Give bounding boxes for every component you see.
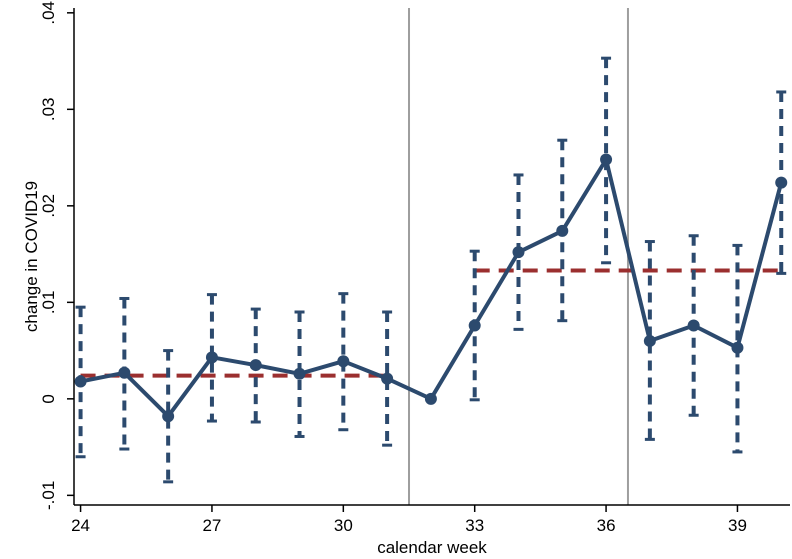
data-point-week-27 xyxy=(205,351,218,364)
y-axis-title: change in COVID19 xyxy=(22,181,41,332)
data-point-week-35 xyxy=(556,224,569,237)
data-point-week-37 xyxy=(643,334,656,347)
y-tick-label-3: .02 xyxy=(39,194,58,218)
x-tick-label-24: 24 xyxy=(71,516,90,535)
data-point-week-36 xyxy=(600,153,613,166)
data-point-week-40 xyxy=(775,176,788,189)
data-point-week-24 xyxy=(74,375,87,388)
x-tick-label-39: 39 xyxy=(728,516,747,535)
data-point-week-33 xyxy=(468,319,481,332)
x-tick-label-30: 30 xyxy=(334,516,353,535)
y-tick-label-0: -.01 xyxy=(39,481,58,510)
data-point-week-38 xyxy=(687,319,700,332)
x-tick-label-36: 36 xyxy=(597,516,616,535)
data-point-week-30 xyxy=(337,355,350,368)
y-tick-label-1: 0 xyxy=(39,394,58,403)
data-point-week-31 xyxy=(381,372,394,385)
y-tick-label-4: .03 xyxy=(39,98,58,122)
y-tick-label-5: .04 xyxy=(39,1,58,25)
reference-lines xyxy=(80,268,782,378)
x-axis-title: calendar week xyxy=(377,538,487,557)
data-point-week-32 xyxy=(424,392,437,405)
data-point-week-34 xyxy=(512,246,525,259)
axes: 24 27 30 33 36 39 -.01 0 .01 .02 .03 .04 xyxy=(39,1,790,535)
data-point-week-26 xyxy=(162,410,175,423)
data-point-week-29 xyxy=(293,367,306,380)
data-point-week-25 xyxy=(118,366,131,379)
data-point-week-28 xyxy=(249,359,262,372)
x-tick-label-33: 33 xyxy=(465,516,484,535)
y-tick-label-2: .01 xyxy=(39,291,58,315)
data-point-week-39 xyxy=(731,341,744,354)
series-points xyxy=(74,153,788,423)
x-tick-label-27: 27 xyxy=(202,516,221,535)
